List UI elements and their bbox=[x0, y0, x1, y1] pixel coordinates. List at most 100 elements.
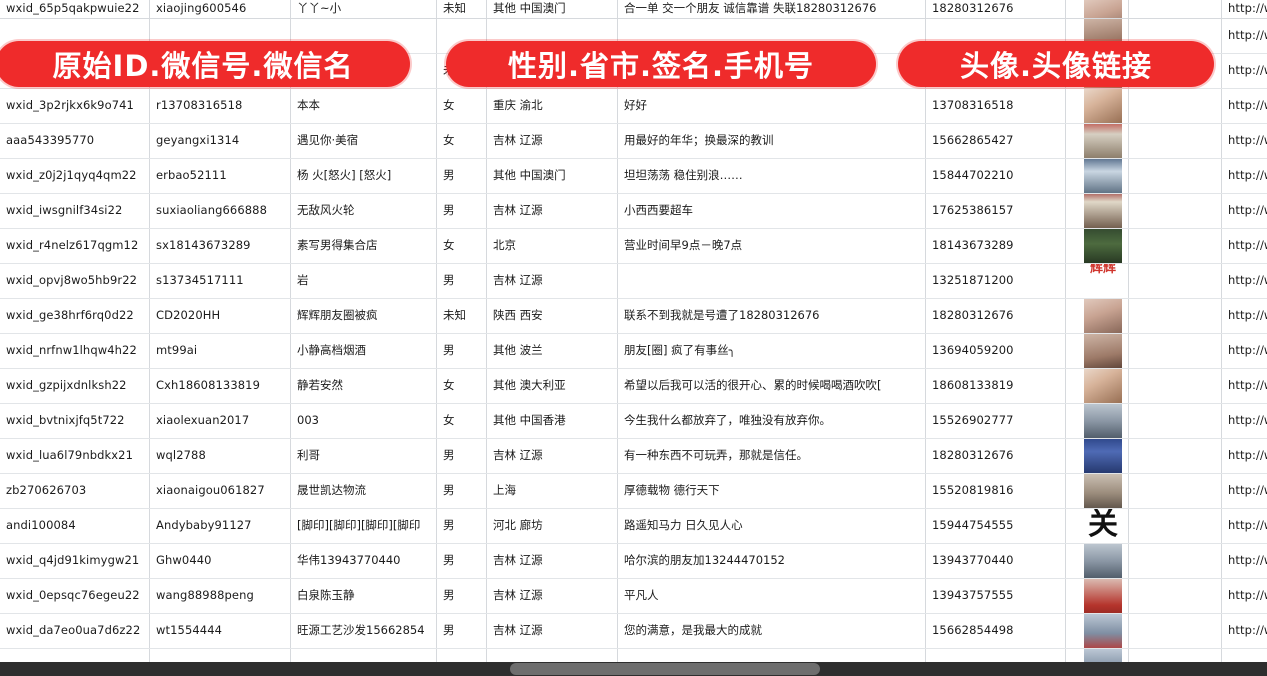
cell-orig-id[interactable]: wxid_z0j2j1qyq4qm22 bbox=[0, 158, 150, 194]
cell-gender[interactable]: 未知 bbox=[436, 0, 487, 19]
cell-avatar[interactable] bbox=[1065, 123, 1129, 159]
cell-gender[interactable]: 男 bbox=[436, 613, 487, 649]
cell-signature[interactable]: 今生我什么都放弃了，唯独没有放弃你。 bbox=[617, 403, 926, 439]
cell-spacer[interactable] bbox=[1128, 403, 1222, 439]
cell-gender[interactable]: 男 bbox=[436, 438, 487, 474]
cell-avatar[interactable] bbox=[1065, 368, 1129, 404]
cell-avatar-url[interactable]: http://wx.qlogo.cn/mmhead bbox=[1221, 298, 1267, 334]
cell-signature[interactable]: 路遥知马力 日久见人心 bbox=[617, 508, 926, 544]
cell-orig-id[interactable]: wxid_r4nelz617qgm12 bbox=[0, 228, 150, 264]
cell-orig-id[interactable]: wxid_bvtnixjfq5t722 bbox=[0, 403, 150, 439]
cell-signature[interactable] bbox=[617, 263, 926, 299]
cell-province[interactable]: 上海 bbox=[486, 473, 618, 509]
cell-avatar[interactable] bbox=[1065, 158, 1129, 194]
cell-avatar[interactable] bbox=[1065, 578, 1129, 614]
cell-phone[interactable]: 18280312676 bbox=[925, 438, 1066, 474]
cell-signature[interactable]: 好好 bbox=[617, 88, 926, 124]
cell-signature[interactable]: 您的满意，是我最大的成就 bbox=[617, 613, 926, 649]
cell-spacer[interactable] bbox=[1128, 438, 1222, 474]
cell-avatar-url[interactable]: http://wx.qlogo.cn/mmhead bbox=[1221, 0, 1267, 19]
cell-avatar-url[interactable]: http://wx.qlogo.cn/mmhead bbox=[1221, 333, 1267, 369]
cell-wxname[interactable]: 辉辉朋友圈被疯 bbox=[290, 298, 437, 334]
cell-wxname[interactable]: 白泉陈玉静 bbox=[290, 578, 437, 614]
cell-gender[interactable]: 女 bbox=[436, 228, 487, 264]
cell-phone[interactable]: 15844702210 bbox=[925, 158, 1066, 194]
cell-signature[interactable]: 合一单 交一个朋友 诚信靠谱 失联18280312676 bbox=[617, 0, 926, 19]
cell-wxid[interactable]: xiaojing600546 bbox=[149, 0, 291, 19]
cell-avatar-url[interactable]: http://wx.qlogo.cn/mmhead bbox=[1221, 613, 1267, 649]
cell-avatar[interactable] bbox=[1065, 613, 1129, 649]
cell-spacer[interactable] bbox=[1128, 158, 1222, 194]
table-row[interactable]: wxid_iwsgnilf34si22 suxiaoliang666888 无敌风火… bbox=[0, 193, 1267, 229]
cell-orig-id[interactable]: wxid_iwsgnilf34si22 bbox=[0, 193, 150, 229]
cell-spacer[interactable] bbox=[1128, 613, 1222, 649]
cell-avatar[interactable] bbox=[1065, 473, 1129, 509]
table-row[interactable]: wxid_ge38hrf6rq0d22 CD2020HH 辉辉朋友圈被疯 未知 陕西 西… bbox=[0, 298, 1267, 334]
cell-avatar[interactable] bbox=[1065, 438, 1129, 474]
cell-province[interactable]: 吉林 辽源 bbox=[486, 543, 618, 579]
cell-signature[interactable]: 平凡人 bbox=[617, 578, 926, 614]
cell-wxid[interactable]: erbao52111 bbox=[149, 158, 291, 194]
cell-signature[interactable]: 营业时间早9点－晚7点 bbox=[617, 228, 926, 264]
cell-signature[interactable]: 用最好的年华；换最深的教训 bbox=[617, 123, 926, 159]
cell-avatar[interactable] bbox=[1065, 0, 1129, 19]
cell-province[interactable]: 重庆 渝北 bbox=[486, 88, 618, 124]
cell-spacer[interactable] bbox=[1128, 88, 1222, 124]
cell-gender[interactable]: 男 bbox=[436, 543, 487, 579]
cell-gender[interactable]: 男 bbox=[436, 193, 487, 229]
cell-signature[interactable]: 联系不到我就是号遭了18280312676 bbox=[617, 298, 926, 334]
cell-wxname[interactable]: 素写男得集合店 bbox=[290, 228, 437, 264]
cell-avatar[interactable] bbox=[1065, 193, 1129, 229]
cell-orig-id[interactable]: andi100084 bbox=[0, 508, 150, 544]
scroll-right-button[interactable] bbox=[1253, 662, 1267, 676]
cell-province[interactable]: 陕西 西安 bbox=[486, 298, 618, 334]
cell-signature[interactable]: 小西西要超车 bbox=[617, 193, 926, 229]
table-row[interactable]: aaa543395770 geyangxi1314 遇见你·美宿 女 吉林 辽源 用最好的… bbox=[0, 123, 1267, 159]
table-row[interactable]: wxid_r4nelz617qgm12 sx18143673289 素写男得集合店 女… bbox=[0, 228, 1267, 264]
cell-avatar[interactable] bbox=[1065, 228, 1129, 264]
cell-spacer[interactable] bbox=[1128, 368, 1222, 404]
cell-province[interactable]: 其他 中国香港 bbox=[486, 403, 618, 439]
cell-avatar[interactable] bbox=[1065, 403, 1129, 439]
cell-gender[interactable]: 女 bbox=[436, 403, 487, 439]
cell-wxid[interactable]: CD2020HH bbox=[149, 298, 291, 334]
cell-avatar[interactable] bbox=[1065, 88, 1129, 124]
cell-phone[interactable]: 13943770440 bbox=[925, 543, 1066, 579]
cell-orig-id[interactable]: wxid_lua6l79nbdkx21 bbox=[0, 438, 150, 474]
cell-wxid[interactable]: Ghw0440 bbox=[149, 543, 291, 579]
cell-wxid[interactable]: suxiaoliang666888 bbox=[149, 193, 291, 229]
cell-wxid[interactable]: s13734517111 bbox=[149, 263, 291, 299]
cell-avatar-url[interactable]: http://wx.qlogo.cn/mmhead bbox=[1221, 123, 1267, 159]
cell-wxname[interactable]: 小静高档烟酒 bbox=[290, 333, 437, 369]
cell-province[interactable]: 其他 中国澳门 bbox=[486, 0, 618, 19]
cell-phone[interactable]: 15944754555 bbox=[925, 508, 1066, 544]
cell-wxid[interactable]: Cxh18608133819 bbox=[149, 368, 291, 404]
cell-avatar[interactable] bbox=[1065, 543, 1129, 579]
cell-wxid[interactable]: xiaonaigou061827 bbox=[149, 473, 291, 509]
cell-avatar[interactable] bbox=[1065, 333, 1129, 369]
cell-wxid[interactable]: xiaolexuan2017 bbox=[149, 403, 291, 439]
cell-wxname[interactable]: 旺源工艺沙发15662854 bbox=[290, 613, 437, 649]
cell-spacer[interactable] bbox=[1128, 123, 1222, 159]
cell-gender[interactable]: 未知 bbox=[436, 298, 487, 334]
cell-phone[interactable]: 15520819816 bbox=[925, 473, 1066, 509]
cell-wxname[interactable]: 003 bbox=[290, 403, 437, 439]
cell-wxname[interactable]: 岩 bbox=[290, 263, 437, 299]
cell-orig-id[interactable]: wxid_3p2rjkx6k9o741 bbox=[0, 88, 150, 124]
cell-phone[interactable]: 13708316518 bbox=[925, 88, 1066, 124]
cell-spacer[interactable] bbox=[1128, 543, 1222, 579]
cell-gender[interactable]: 女 bbox=[436, 123, 487, 159]
cell-signature[interactable]: 哈尔滨的朋友加13244470152 bbox=[617, 543, 926, 579]
cell-orig-id[interactable]: wxid_q4jd91kimygw21 bbox=[0, 543, 150, 579]
table-row[interactable]: andi100084 Andybaby91127 [脚印][脚印][脚印][脚印 男 河… bbox=[0, 508, 1267, 544]
cell-orig-id[interactable]: wxid_gzpijxdnlksh22 bbox=[0, 368, 150, 404]
cell-phone[interactable]: 18143673289 bbox=[925, 228, 1066, 264]
cell-avatar-url[interactable]: http://wx.qlogo.cn/mmhead bbox=[1221, 53, 1267, 89]
cell-avatar-url[interactable]: http://wx.qlogo.cn/mmhead bbox=[1221, 193, 1267, 229]
cell-province[interactable]: 其他 澳大利亚 bbox=[486, 368, 618, 404]
cell-gender[interactable]: 男 bbox=[436, 158, 487, 194]
table-row[interactable]: wxid_nrfnw1lhqw4h22 mt99ai 小静高档烟酒 男 其他 波兰 朋友[… bbox=[0, 333, 1267, 369]
cell-avatar-url[interactable]: http://wx.qlogo.cn/mmhead bbox=[1221, 228, 1267, 264]
cell-signature[interactable]: 厚德载物 德行天下 bbox=[617, 473, 926, 509]
cell-phone[interactable]: 13943757555 bbox=[925, 578, 1066, 614]
